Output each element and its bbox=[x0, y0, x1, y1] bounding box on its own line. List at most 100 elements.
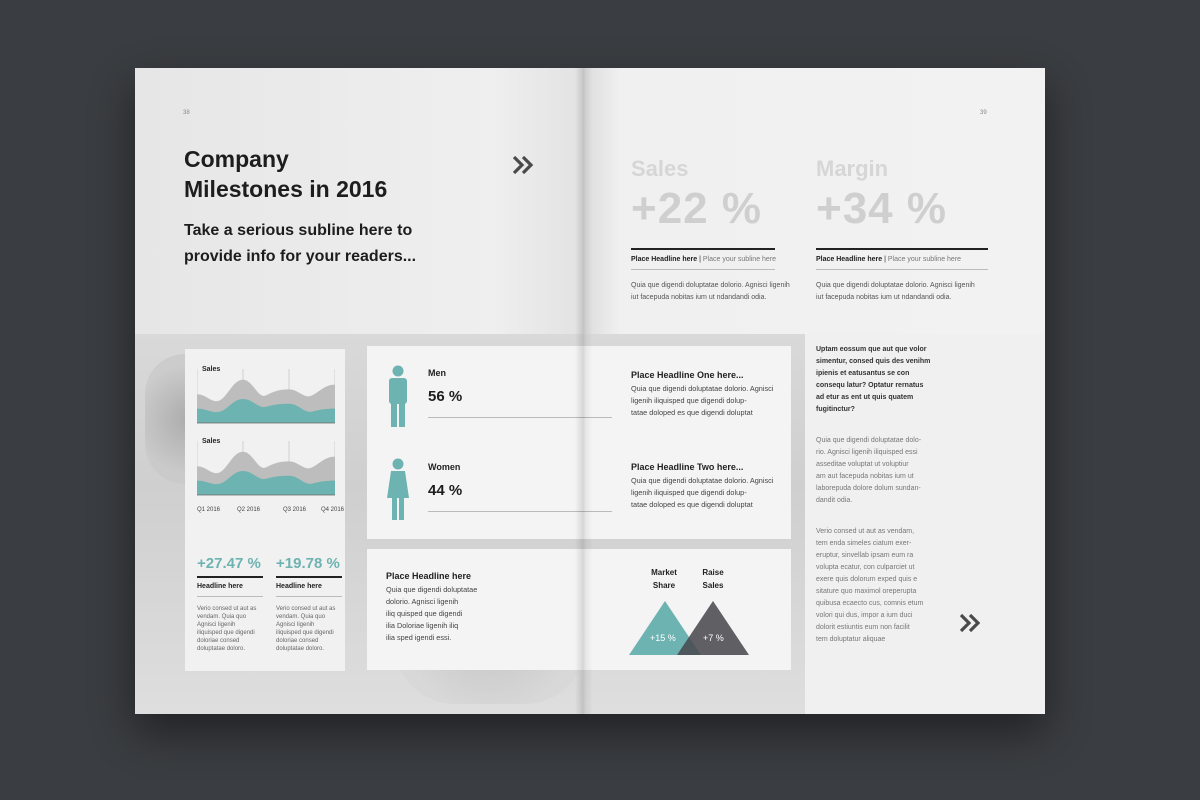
quarter-label: Q2 2016 bbox=[237, 507, 261, 513]
sidebar-p1-line: dandit odia. bbox=[816, 497, 853, 504]
headline-two: Place Headline Two here... bbox=[631, 462, 744, 472]
margin-headline: Place Headline here | Place your subline… bbox=[816, 256, 962, 263]
sidebar-p2-line: exere quis dolorum exped quis e bbox=[816, 576, 918, 583]
stat-2-text-line: doloriae consed bbox=[276, 638, 319, 644]
sidebar-p1-line: am aut facepuda nobitas ium ut bbox=[816, 473, 914, 480]
stat-1-headline: Headline here bbox=[197, 583, 243, 590]
title-line-1: Company bbox=[184, 146, 289, 172]
sidebar-bold-line: Uptam eossum que aut que volor bbox=[816, 346, 927, 353]
sidebar-p2-line: tem doluptatur aliquae bbox=[816, 636, 886, 643]
page-number-right: 39 bbox=[980, 110, 987, 116]
man-icon bbox=[389, 365, 407, 427]
margin-thin-rule bbox=[816, 269, 988, 270]
title-line-2: Milestones in 2016 bbox=[184, 176, 388, 202]
stat-1-text-line: doloriae consed bbox=[197, 638, 240, 644]
margin-subline-label: Place your subline here bbox=[887, 256, 962, 263]
stat-2-rule bbox=[276, 576, 342, 578]
stat-2-value: +19.78 % bbox=[276, 555, 340, 572]
sales-area-chart-2 bbox=[197, 441, 335, 496]
right-sidebar: Uptam eossum que aut que volor simentur,… bbox=[805, 334, 1045, 714]
sidebar-p1-line: asseditae voluptat ut voluptiur bbox=[816, 461, 909, 468]
sidebar-p2-line: tem enda simeles ciatum exer- bbox=[816, 540, 912, 547]
sidebar-p1-line: Quia que digendi doluptatae dolo- bbox=[816, 437, 922, 444]
sales-thin-rule bbox=[631, 269, 775, 270]
subline-line-1: Take a serious subline here to bbox=[184, 222, 413, 239]
margin-label: Margin bbox=[816, 156, 889, 181]
bottom-info-card: Place Headline here Quia que digendi dolu… bbox=[367, 549, 791, 670]
bottom-text-line: dolorio. Agnisci ligenih bbox=[386, 597, 459, 606]
margin-text-line: Quia que digendi doluptatae dolorio. Agn… bbox=[816, 282, 975, 289]
sidebar-p1-line: laborepuda dolore dolum sundan- bbox=[816, 485, 921, 492]
sidebar-bold-line: simentur, consed quis des venihm bbox=[816, 358, 931, 365]
sidebar-bold-line: ad etur as ent ut quis quatem bbox=[816, 394, 914, 401]
headline-one-text-line: ligenih iliquisped que digendi dolup- bbox=[631, 396, 747, 405]
women-percent: 44 % bbox=[428, 482, 463, 499]
sidebar-paragraph-2: Verio consed ut aut as vendam, tem enda … bbox=[816, 526, 923, 646]
women-label: Women bbox=[428, 462, 461, 472]
stat-2-thin-rule bbox=[276, 596, 342, 597]
stat-1-text-line: doluptatae doloro. bbox=[197, 646, 246, 652]
stat-2-text-line: Agnisci ligenih bbox=[276, 622, 315, 628]
sales-text: Quia que digendi doluptatae dolorio. Agn… bbox=[631, 280, 790, 304]
area-series-front bbox=[197, 399, 335, 423]
sidebar-p2-line: sitature quo maximol oreperupta bbox=[816, 588, 917, 595]
men-label: Men bbox=[428, 368, 446, 378]
market-share-label-line: Market bbox=[651, 568, 677, 577]
stat-1-value: +27.47 % bbox=[197, 555, 261, 572]
margin-text: Quia que digendi doluptatae dolorio. Agn… bbox=[816, 280, 975, 304]
sidebar-p1-line: rio. Agnisci ligenih iliquisped essi bbox=[816, 449, 918, 456]
chart-2-label: Sales bbox=[202, 438, 221, 445]
headline-one-text: Quia que digendi doluptatae dolorio. Agn… bbox=[631, 383, 773, 419]
margin-rule bbox=[816, 248, 988, 250]
stat-1-text-line: Agnisci ligenih bbox=[197, 622, 236, 628]
stat-1-thin-rule bbox=[197, 596, 263, 597]
headline-two-text-line: ligenih iliquisped que digendi dolup- bbox=[631, 488, 747, 497]
stat-1-text: Verio consed ut aut as vendam. Quia quo … bbox=[197, 605, 256, 653]
bottom-text-line: ilia Doloriae ligenih iliq bbox=[386, 621, 459, 630]
area-series-front bbox=[197, 471, 335, 495]
market-share-label-line: Share bbox=[652, 581, 676, 590]
margin-headline-label: Place Headline here bbox=[816, 256, 883, 263]
chevron-right-icon bbox=[512, 150, 535, 181]
market-share-value: +15 % bbox=[650, 633, 676, 643]
market-share-triangle bbox=[629, 601, 701, 655]
headline-one-text-line: Quia que digendi doluptatae dolorio. Agn… bbox=[631, 384, 774, 393]
stat-1-text-line: Verio consed ut aut as bbox=[197, 606, 257, 612]
sales-subline-label: Place your subline here bbox=[702, 256, 777, 263]
sales-headline-label: Place Headline here bbox=[631, 256, 698, 263]
raise-sales-label-line: Raise bbox=[702, 568, 724, 577]
bottom-headline: Place Headline here bbox=[386, 571, 472, 581]
headline-two-text-line: tatae doloped es que digendi doluptat bbox=[631, 500, 753, 509]
raise-sales-label: Raise Sales bbox=[693, 566, 733, 592]
sales-rule bbox=[631, 248, 775, 250]
quarter-label: Q1 2016 bbox=[197, 507, 221, 513]
sidebar-bold-text: Uptam eossum que aut que volor simentur,… bbox=[816, 344, 930, 416]
raise-sales-label-line: Sales bbox=[702, 581, 724, 590]
men-rule bbox=[428, 417, 612, 418]
margin-value: +34 % bbox=[816, 184, 947, 233]
quarter-label: Q3 2016 bbox=[283, 507, 307, 513]
sidebar-bold-line: consequ latur? Optatur rernatus bbox=[816, 382, 924, 389]
magazine-spread: 38 Company Milestones in 2016 Take a ser… bbox=[135, 68, 1045, 714]
subline-line-2: provide info for your readers... bbox=[184, 248, 417, 265]
sidebar-p2-line: eruptur, sinvellab ipsam eum ra bbox=[816, 552, 914, 559]
bottom-text-line: iliq quisped que digendi bbox=[386, 609, 463, 618]
page-title: Company Milestones in 2016 bbox=[184, 144, 444, 204]
stat-2-text-line: Verio consed ut aut as bbox=[276, 606, 336, 612]
sidebar-p2-line: volori qui dus, impor a ium duci bbox=[816, 612, 913, 619]
sales-headline: Place Headline here | Place your subline… bbox=[631, 256, 777, 263]
headline-two-text: Quia que digendi doluptatae dolorio. Agn… bbox=[631, 475, 773, 511]
bottom-text-line: Quia que digendi doluptatae bbox=[386, 585, 478, 594]
gender-split-card: Men 56 % Women 44 % Place Headline One here.… bbox=[367, 346, 791, 539]
stat-2-text-line: doluptatae doloro. bbox=[276, 646, 325, 652]
sales-text-line: Quia que digendi doluptatae dolorio. Agn… bbox=[631, 282, 790, 289]
stat-2-headline: Headline here bbox=[276, 583, 322, 590]
headline-one: Place Headline One here... bbox=[631, 370, 744, 380]
headline-two-text-line: Quia que digendi doluptatae dolorio. Agn… bbox=[631, 476, 774, 485]
raise-sales-triangle bbox=[677, 601, 749, 655]
stat-2-text: Verio consed ut aut as vendam. Quia quo … bbox=[276, 605, 335, 653]
margin-text-line: iut facepuda nobitas ium ut ndandandi od… bbox=[816, 294, 952, 301]
sidebar-p2-line: volupta ecatur, con culparciet ut bbox=[816, 564, 915, 571]
women-rule bbox=[428, 511, 612, 512]
stat-2-text-line: vendam. Quia quo bbox=[276, 614, 326, 620]
